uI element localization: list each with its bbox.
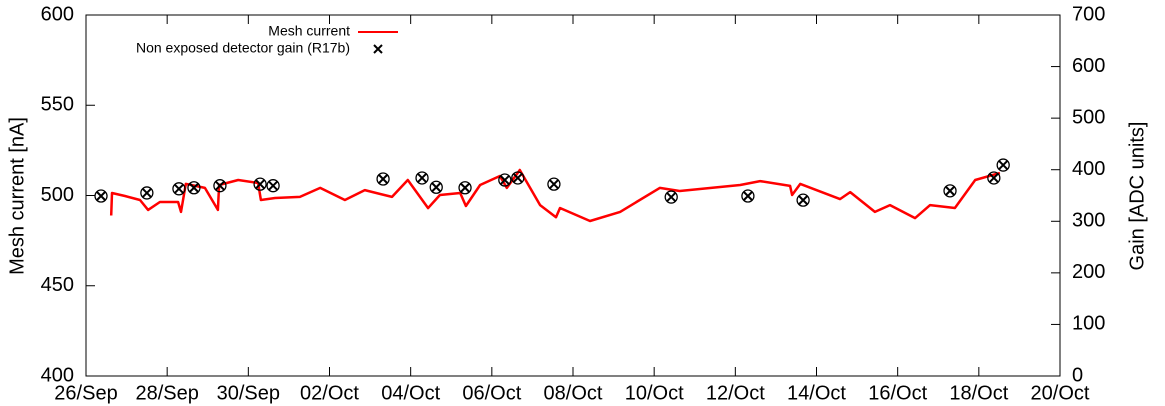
point-circle [498,173,512,187]
point-circle [376,172,390,186]
point-circle [429,180,443,194]
point-circle [415,171,429,185]
y-tick-label: 600 [41,3,74,25]
point-circle [458,181,472,195]
y-tick-label: 450 [41,274,74,296]
gain-point [741,189,755,203]
y-tick-label: 400 [41,364,74,386]
point-circle [253,177,267,191]
x-tick-label: 08/Oct [544,382,603,404]
gain-point [547,177,561,191]
point-circle [94,189,108,203]
point-circle [996,158,1010,172]
point-cross [142,188,152,198]
point-circle [664,190,678,204]
gain-point [987,171,1001,185]
gain-point [458,181,472,195]
y2-tick-label: 0 [1072,364,1083,386]
point-cross [378,174,388,184]
point-cross [431,182,441,192]
point-circle [741,189,755,203]
y2-tick-label: 300 [1072,210,1105,232]
gain-point [796,193,810,207]
point-cross [268,180,278,191]
y2-axis-label: Gain [ADC units] [1126,122,1148,271]
x-tick-label: 18/Oct [949,382,1008,404]
legend-label: Mesh current [268,23,350,39]
x-tick-label: 20/Oct [1031,382,1090,404]
point-cross [255,179,265,189]
y2-tick-label: 100 [1072,313,1105,335]
gain-point [187,181,201,195]
x-tick-label: 06/Oct [462,382,521,404]
plot-frame [85,14,1061,377]
point-circle [987,171,1001,185]
point-cross [174,184,184,194]
point-cross [743,191,753,201]
x-tick-label: 30/Sep [217,382,280,404]
point-cross [96,191,106,201]
point-circle [172,182,186,196]
gain-point [415,171,429,185]
point-cross [417,173,427,183]
point-cross [666,192,676,202]
gain-point [943,184,957,198]
x-tick-label: 28/Sep [135,382,198,404]
point-cross [945,186,955,196]
legend-label: Non exposed detector gain (R17b) [136,40,350,56]
point-cross [460,183,470,193]
y2-tick-label: 600 [1072,55,1105,77]
point-cross [215,180,225,191]
point-cross [513,173,523,183]
gain-point [213,179,227,193]
point-cross [189,183,199,193]
y-tick-label: 500 [41,184,74,206]
point-circle [187,181,201,195]
point-circle [213,179,227,193]
point-circle [547,177,561,191]
x-tick-label: 26/Sep [54,382,117,404]
gain-point [253,177,267,191]
gain-point [94,189,108,203]
gain-point [429,180,443,194]
x-tick-label: 12/Oct [706,382,765,404]
y2-tick-label: 500 [1072,106,1105,128]
point-cross [500,175,510,185]
gain-point [511,171,525,185]
y-axis-label: Mesh current [nA] [6,117,28,275]
gain-point [664,190,678,204]
x-tick-label: 04/Oct [381,382,440,404]
y-tick-label: 550 [41,94,74,116]
y2-tick-label: 700 [1072,3,1105,25]
x-tick-label: 14/Oct [787,382,846,404]
point-cross [549,179,559,189]
point-circle [140,186,154,200]
x-tick-label: 02/Oct [300,382,359,404]
point-cross [998,160,1008,170]
point-circle [943,184,957,198]
y2-tick-label: 200 [1072,261,1105,283]
gain-point [140,186,154,200]
gain-point [996,158,1010,172]
point-circle [266,179,280,193]
y2-tick-label: 400 [1072,158,1105,180]
legend-cross [373,44,383,54]
point-circle [511,171,525,185]
x-tick-label: 16/Oct [868,382,927,404]
gain-point [172,182,186,196]
point-cross [989,173,999,183]
x-tick-label: 10/Oct [625,382,684,404]
gain-point [266,179,280,193]
point-cross [798,195,808,205]
gain-point [498,173,512,187]
mesh-current-line [109,168,1001,223]
gain-point [376,172,390,186]
point-circle [796,193,810,207]
